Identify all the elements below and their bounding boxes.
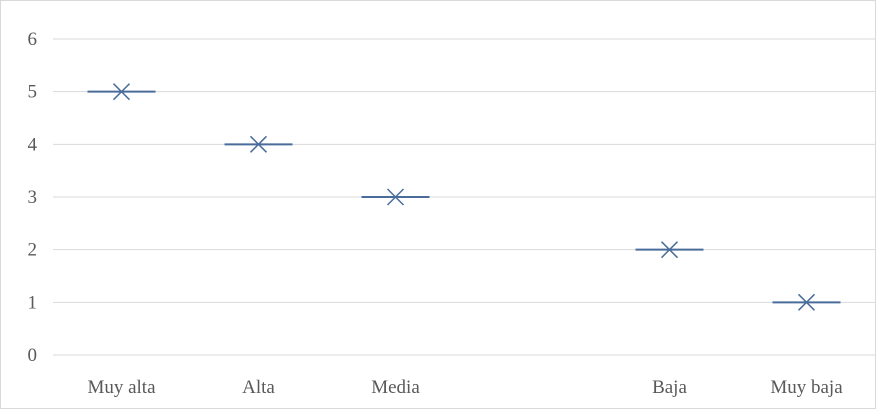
data-point [87, 83, 156, 101]
y-tick-label: 2 [28, 240, 38, 261]
y-tick-label: 6 [28, 29, 38, 50]
x-axis-labels: Muy alta Alta Media Baja Muy baja [87, 377, 843, 398]
marker-x-stroke [386, 188, 405, 206]
y-tick-label: 0 [28, 345, 38, 366]
data-point [361, 188, 430, 206]
x-tick-label: Muy baja [770, 377, 843, 398]
gridlines [53, 38, 875, 356]
marker-x-stroke [249, 135, 268, 153]
data-point [772, 293, 841, 311]
x-tick-label: Baja [652, 377, 687, 398]
data-point [635, 241, 704, 259]
x-tick-label: Muy alta [87, 377, 156, 398]
marker-x-stroke [112, 83, 131, 101]
x-tick-label: Alta [242, 377, 275, 398]
y-tick-label: 4 [28, 134, 38, 155]
x-tick-label: Media [371, 377, 420, 398]
y-tick-label: 1 [28, 292, 38, 313]
marker-x-stroke [797, 293, 816, 311]
marker-x-stroke [660, 241, 679, 259]
y-tick-label: 3 [28, 187, 38, 208]
data-markers [87, 83, 841, 311]
y-tick-label: 5 [28, 82, 38, 103]
data-point [224, 135, 293, 153]
y-axis-ticks: 0 1 2 3 4 5 6 [28, 29, 38, 366]
